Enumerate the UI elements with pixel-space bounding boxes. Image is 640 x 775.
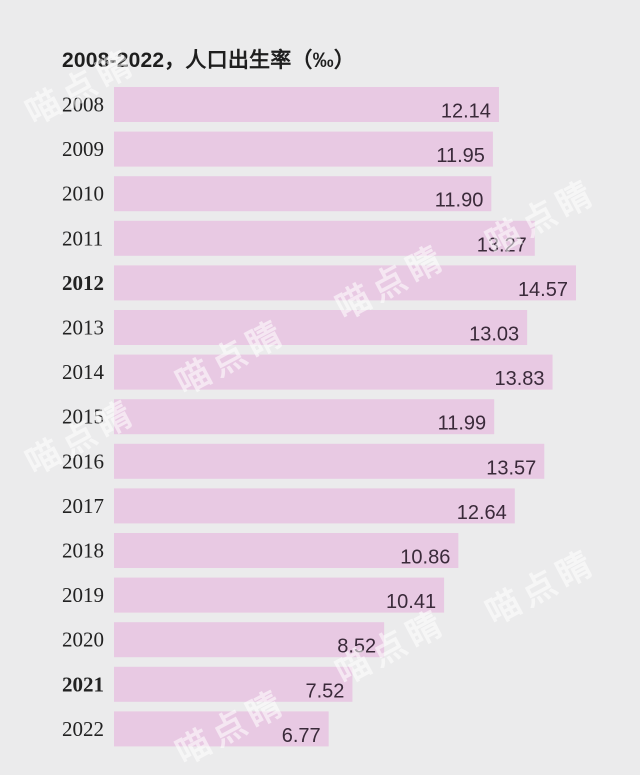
category-label-2017: 2017 bbox=[62, 494, 104, 518]
category-label-2022: 2022 bbox=[62, 717, 104, 741]
bar-2018 bbox=[114, 533, 459, 568]
value-label-2008: 12.14 bbox=[441, 101, 491, 123]
bar-2016 bbox=[114, 443, 545, 479]
value-label-2010: 11.90 bbox=[435, 190, 484, 212]
bar-2013 bbox=[114, 310, 528, 345]
category-label-2008: 2008 bbox=[62, 93, 104, 117]
value-label-2020: 8.52 bbox=[337, 636, 376, 658]
category-label-2019: 2019 bbox=[62, 583, 104, 607]
bar-2019 bbox=[114, 577, 445, 613]
bar-2010 bbox=[114, 176, 492, 212]
category-label-2020: 2020 bbox=[62, 628, 104, 652]
bar-2021 bbox=[114, 666, 353, 702]
value-label-2019: 10.41 bbox=[386, 591, 436, 613]
category-label-2016: 2016 bbox=[62, 449, 104, 473]
category-label-2012: 2012 bbox=[62, 271, 104, 295]
value-label-2014: 13.83 bbox=[494, 368, 544, 390]
value-label-2011: 13.27 bbox=[477, 234, 527, 256]
value-label-2018: 10.86 bbox=[400, 547, 450, 569]
category-label-2013: 2013 bbox=[62, 316, 104, 340]
value-label-2015: 11.99 bbox=[438, 413, 487, 435]
value-label-2021: 7.52 bbox=[306, 680, 345, 702]
category-label-2015: 2015 bbox=[62, 405, 104, 429]
bar-2015 bbox=[114, 399, 495, 435]
value-label-2017: 12.64 bbox=[457, 502, 507, 524]
category-label-2010: 2010 bbox=[62, 182, 104, 206]
value-label-2012: 14.57 bbox=[518, 279, 568, 301]
category-label-2011: 2011 bbox=[62, 226, 103, 250]
bar-2020 bbox=[114, 622, 385, 658]
bar-2014 bbox=[114, 354, 553, 390]
category-label-2009: 2009 bbox=[62, 137, 104, 161]
bar-2022 bbox=[114, 711, 329, 747]
bar-2009 bbox=[114, 131, 493, 167]
value-label-2013: 13.03 bbox=[469, 324, 519, 346]
value-label-2022: 6.77 bbox=[282, 725, 321, 747]
category-label-2018: 2018 bbox=[62, 539, 104, 563]
bar-2017 bbox=[114, 488, 515, 524]
bar-2011 bbox=[114, 220, 535, 256]
chart-title: 2008-2022，人口出生率（‰） bbox=[62, 49, 356, 72]
bar-2012 bbox=[114, 265, 576, 301]
category-label-2014: 2014 bbox=[62, 360, 105, 384]
bar-2008 bbox=[114, 87, 499, 122]
value-label-2009: 11.95 bbox=[436, 145, 485, 167]
category-label-2021: 2021 bbox=[62, 672, 104, 696]
value-label-2016: 13.57 bbox=[486, 457, 536, 479]
